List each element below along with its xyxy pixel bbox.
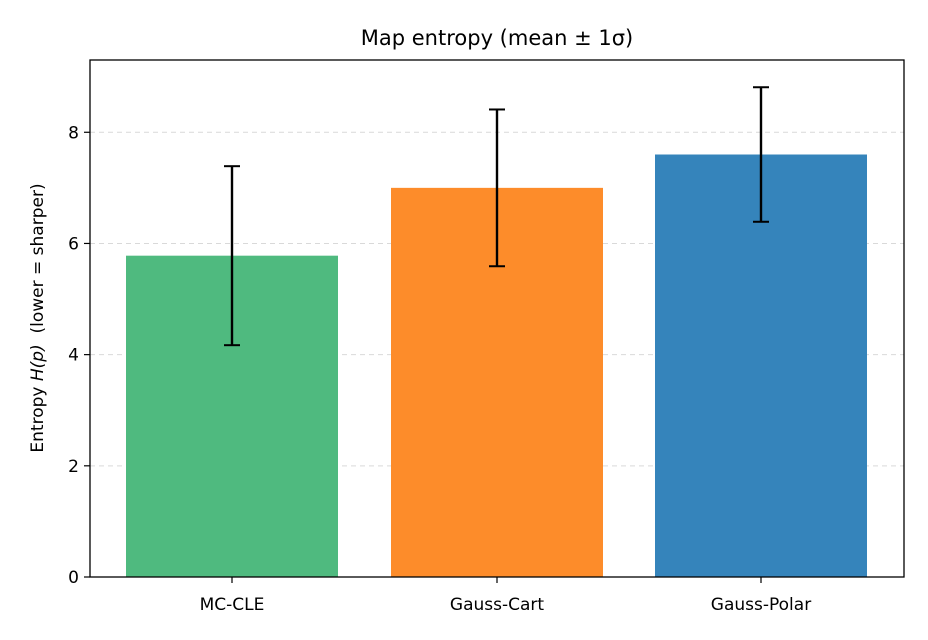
x-tick-label: Gauss-Polar (711, 595, 811, 615)
y-axis-label-suffix: (lower = sharper) (28, 183, 48, 344)
chart-title: Map entropy (mean ± 1σ) (361, 26, 633, 50)
y-tick-label: 2 (68, 457, 79, 477)
x-tick-label: Gauss-Cart (450, 595, 544, 615)
x-tick-label: MC-CLE (200, 595, 265, 615)
y-tick-label: 6 (68, 234, 79, 254)
y-axis-label-symbol: H(p) (28, 344, 48, 381)
errorbars-layer (224, 86, 769, 347)
x-axis: MC-CLE Gauss-Cart Gauss-Polar (200, 577, 811, 615)
y-tick-label: 8 (68, 123, 79, 143)
y-tick-label: 0 (68, 568, 79, 588)
bar-gauss-polar (655, 154, 867, 577)
y-axis: 0 2 4 6 8 (68, 123, 90, 588)
y-axis-label: Entropy H(p) (lower = sharper) (28, 183, 48, 452)
y-axis-label-prefix: Entropy (28, 381, 48, 452)
y-tick-label: 4 (68, 346, 79, 366)
